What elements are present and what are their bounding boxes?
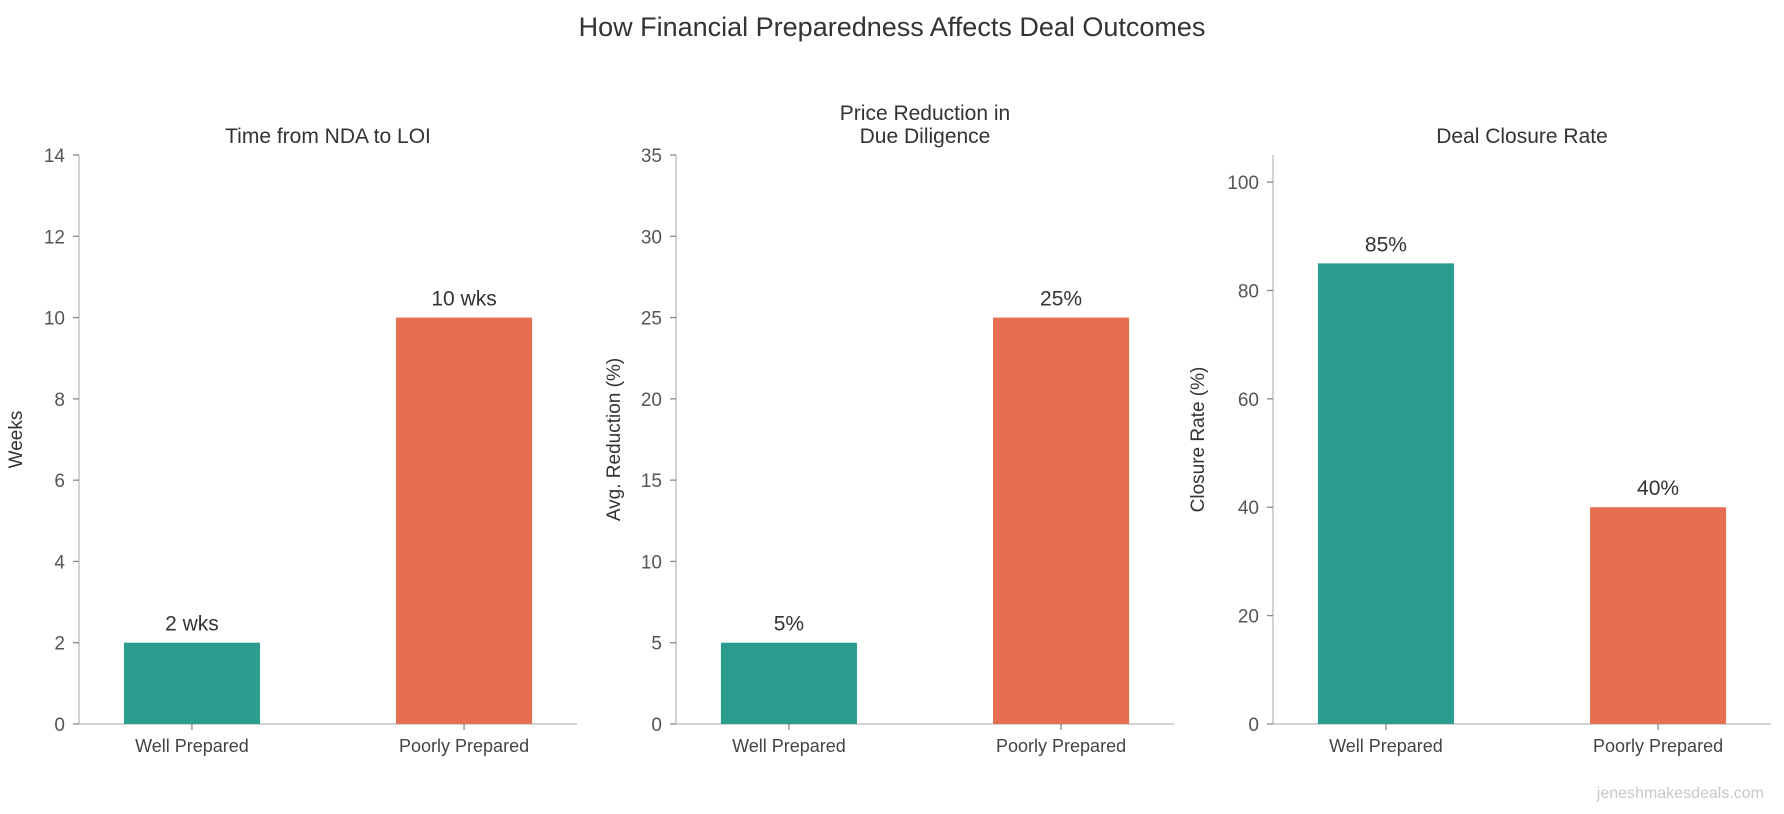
y-tick-label: 0	[54, 715, 65, 736]
y-tick-label: 10	[44, 309, 65, 330]
data-label: 2 wks	[165, 613, 219, 636]
y-tick-label: 20	[1238, 607, 1259, 628]
data-label: 10 wks	[431, 288, 496, 311]
chart-panel-1: Time from NDA to LOI Weeks 0 2 4 6 8 10 12 14 Well…	[6, 125, 577, 756]
y-tick-label: 40	[1238, 498, 1259, 519]
y-tick-label: 35	[641, 146, 662, 167]
data-label: 40%	[1637, 477, 1679, 500]
y-tick-label: 14	[44, 146, 66, 167]
y-tick-label: 2	[54, 634, 65, 655]
y-tick-label: 30	[641, 227, 662, 248]
bar-well-prepared	[1317, 263, 1454, 724]
x-tick-label: Poorly Prepared	[996, 736, 1126, 756]
panel-title-line: Deal Closure Rate	[1436, 125, 1608, 148]
bar-poorly-prepared	[1590, 507, 1727, 724]
y-axis-label: Weeks	[6, 411, 27, 469]
panel-title-line: Price Reduction in	[840, 102, 1010, 125]
y-tick-label: 15	[641, 471, 662, 492]
y-tick-label: 20	[641, 390, 662, 411]
panel-title-line: Due Diligence	[860, 125, 991, 148]
x-tick-label: Well Prepared	[135, 736, 249, 756]
y-tick-label: 6	[54, 471, 65, 492]
bar-well-prepared	[720, 642, 857, 724]
y-tick-label: 0	[651, 715, 662, 736]
y-tick-label: 4	[54, 552, 65, 573]
data-label: 25%	[1040, 288, 1082, 311]
watermark: jeneshmakesdeals.com	[1596, 785, 1764, 802]
panel-title-line: Time from NDA to LOI	[225, 125, 431, 148]
y-tick-label: 5	[651, 634, 662, 655]
bar-poorly-prepared	[396, 317, 533, 724]
figure-title: How Financial Preparedness Affects Deal …	[579, 12, 1206, 42]
x-tick-label: Poorly Prepared	[399, 736, 529, 756]
bar-poorly-prepared	[993, 317, 1130, 724]
x-tick-label: Poorly Prepared	[1593, 736, 1723, 756]
y-tick-label: 0	[1248, 715, 1259, 736]
y-tick-label: 8	[54, 390, 65, 411]
data-label: 85%	[1365, 233, 1407, 256]
y-tick-label: 100	[1227, 173, 1259, 194]
bar-well-prepared	[123, 642, 260, 724]
chart-panel-3: Deal Closure Rate Closure Rate (%) 0 20 40 60…	[1188, 125, 1771, 756]
y-axis-label: Closure Rate (%)	[1188, 367, 1209, 513]
chart-panels: Time from NDA to LOI Weeks 0 2 4 6 8 10 12 14 Well…	[6, 102, 1771, 756]
x-tick-label: Well Prepared	[1329, 736, 1443, 756]
data-label: 5%	[774, 613, 804, 636]
x-tick-label: Well Prepared	[732, 736, 846, 756]
y-tick-label: 80	[1238, 281, 1259, 302]
y-tick-label: 10	[641, 552, 662, 573]
y-tick-label: 12	[44, 227, 65, 248]
y-tick-label: 25	[641, 309, 662, 330]
y-tick-label: 60	[1238, 390, 1259, 411]
y-axis-label: Avg. Reduction (%)	[604, 358, 625, 521]
